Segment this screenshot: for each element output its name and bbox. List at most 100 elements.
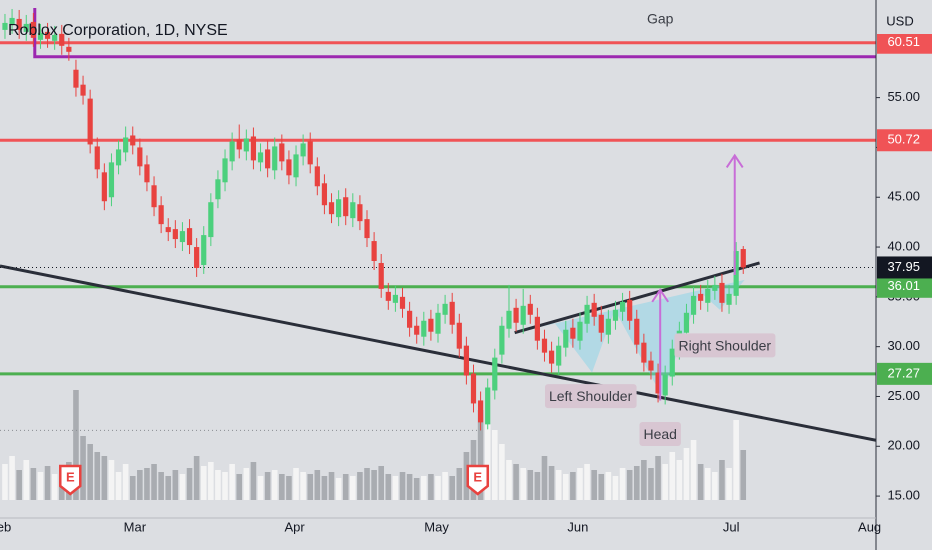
volume-bar	[598, 474, 605, 500]
level-badge-bg	[877, 31, 932, 54]
volume-bar	[626, 470, 633, 500]
candle-body	[407, 310, 413, 328]
candle-body	[52, 34, 58, 41]
x-tick-label: Feb	[0, 519, 11, 534]
last-price-badge-bg	[877, 256, 932, 279]
candle-body	[499, 325, 505, 355]
volume-bar	[392, 476, 399, 500]
level-badge: 36.01	[887, 278, 920, 293]
candle-body	[144, 164, 150, 183]
candle-body	[477, 400, 484, 423]
volume-bar	[541, 456, 548, 500]
candle-body	[343, 197, 349, 217]
volume-bar	[229, 464, 235, 500]
chart-title: Roblox Corporation, 1D, NYSE	[8, 22, 228, 39]
volume-bar	[129, 476, 136, 500]
volume-bar	[37, 472, 44, 500]
candle-body	[669, 348, 675, 377]
candle-body	[492, 357, 498, 391]
volume-bar	[165, 476, 172, 500]
volume-bar	[633, 466, 640, 500]
volume-bar	[87, 444, 93, 500]
candle-body	[371, 241, 377, 261]
candle-body	[23, 23, 29, 32]
volume-bar	[44, 466, 51, 500]
volume-bar	[357, 472, 363, 500]
candle-body	[385, 291, 391, 301]
volume-bar	[513, 464, 519, 500]
candle-body	[527, 303, 533, 315]
candle-body	[357, 204, 363, 222]
volume-bar	[648, 468, 654, 500]
event-label: E	[473, 469, 482, 484]
y-tick-label: 20.00	[887, 438, 920, 453]
volume-bar	[243, 468, 250, 500]
volume-bar	[570, 472, 576, 500]
volume-bar	[712, 472, 718, 500]
volume-bar	[350, 476, 356, 500]
volume-bar	[293, 468, 299, 500]
candle-body	[165, 227, 171, 233]
candle-body	[16, 18, 22, 30]
volume-bar	[158, 472, 164, 500]
candle-body	[378, 262, 384, 289]
candle-body	[59, 33, 65, 46]
x-tick-label: Apr	[284, 519, 305, 534]
volume-bar	[726, 468, 732, 500]
candle-body	[222, 158, 228, 183]
candle-body	[726, 293, 732, 305]
volume-bar	[506, 460, 512, 500]
volume-bar	[193, 456, 200, 500]
volume-bar	[9, 456, 15, 500]
event-marker	[59, 464, 82, 496]
candle-body	[73, 69, 79, 88]
candle-body	[449, 301, 455, 325]
level-badge-bg	[877, 275, 932, 298]
candle-body	[662, 374, 668, 396]
volume-bar	[605, 472, 612, 500]
volume-bar	[477, 410, 484, 500]
candle-body	[619, 301, 626, 312]
candle-body	[87, 98, 93, 145]
volume-bar	[669, 452, 676, 500]
volume-bar	[704, 468, 711, 500]
annotation-box	[544, 384, 637, 409]
candle-body	[172, 229, 178, 240]
plot-area: Gap Left Shoulder Head Right Shoulder E E Robl…	[0, 7, 876, 500]
volume-bar	[179, 474, 186, 500]
candle-body	[137, 147, 143, 167]
volume-bar	[215, 470, 221, 500]
candle-body	[570, 327, 576, 339]
volume-bar	[271, 470, 278, 500]
candle-body	[612, 309, 619, 321]
candle-body	[421, 320, 427, 337]
candle-body	[548, 350, 555, 364]
candle-body	[350, 202, 356, 219]
candle-body	[641, 342, 647, 363]
candle-body	[300, 143, 306, 157]
candle-body	[392, 294, 399, 303]
candle-body	[513, 307, 519, 323]
candle-body	[201, 235, 207, 265]
candle-body	[556, 345, 562, 366]
volume-bar	[16, 470, 22, 500]
volume-bar	[137, 470, 143, 500]
y-tick-label: 40.00	[887, 238, 920, 253]
candle-body	[307, 141, 313, 165]
candle-body	[151, 185, 157, 208]
candle-body	[577, 321, 583, 341]
candle-body	[101, 172, 107, 202]
volume-bar	[151, 464, 157, 500]
candle-body	[541, 338, 548, 353]
candle-body	[414, 325, 420, 335]
x-tick-label: Aug	[858, 519, 881, 534]
trend-line	[0, 264, 876, 442]
volume-bar	[328, 472, 335, 500]
x-tick-label: Jun	[567, 519, 588, 534]
volume-bar	[2, 464, 8, 500]
volume-bar	[527, 470, 534, 500]
candle-body	[591, 302, 597, 317]
candle-body	[520, 305, 526, 325]
candle-body	[364, 219, 370, 239]
volume-bar	[463, 452, 470, 500]
